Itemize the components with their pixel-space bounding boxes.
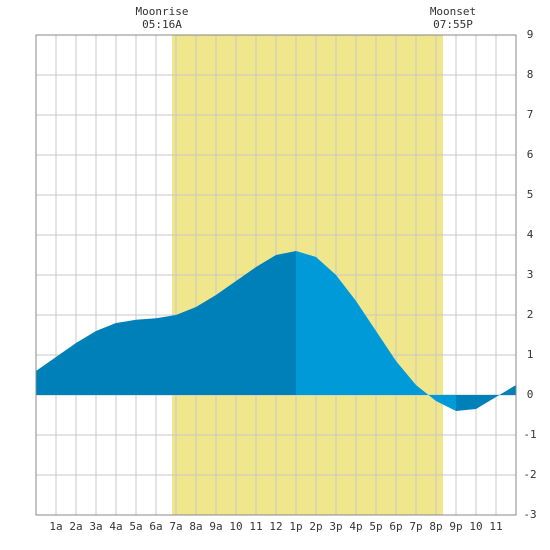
y-tick-label: -3 <box>523 508 536 521</box>
y-tick-label: 0 <box>527 388 534 401</box>
plot-frame <box>35 34 517 516</box>
x-tick-label: 5a <box>129 520 142 533</box>
tide-area <box>456 385 516 411</box>
y-tick-label: 8 <box>527 68 534 81</box>
x-tick-label: 8p <box>429 520 442 533</box>
tide-area <box>296 251 456 411</box>
x-tick-label: 11 <box>489 520 502 533</box>
x-tick-label: 3p <box>329 520 342 533</box>
x-tick-label: 9a <box>209 520 222 533</box>
y-tick-label: 7 <box>527 108 534 121</box>
x-tick-label: 9p <box>449 520 462 533</box>
y-tick-label: 1 <box>527 348 534 361</box>
x-tick-label: 11 <box>249 520 262 533</box>
moonrise-time: 05:16A <box>142 18 182 31</box>
x-tick-label: 3a <box>89 520 102 533</box>
x-tick-label: 1p <box>289 520 302 533</box>
x-tick-label: 4a <box>109 520 122 533</box>
x-tick-label: 10 <box>469 520 482 533</box>
y-tick-label: -1 <box>523 428 536 441</box>
x-tick-label: 1a <box>49 520 62 533</box>
x-tick-label: 6p <box>389 520 402 533</box>
y-tick-label: 6 <box>527 148 534 161</box>
x-tick-label: 10 <box>229 520 242 533</box>
x-tick-label: 7a <box>169 520 182 533</box>
x-tick-label: 4p <box>349 520 362 533</box>
tide-area <box>36 251 296 395</box>
x-tick-label: 7p <box>409 520 422 533</box>
y-tick-label: 5 <box>527 188 534 201</box>
x-tick-label: 12 <box>269 520 282 533</box>
moonset-label: Moonset <box>430 5 476 18</box>
x-tick-label: 5p <box>369 520 382 533</box>
x-tick-label: 2p <box>309 520 322 533</box>
y-tick-label: 9 <box>527 28 534 41</box>
y-tick-label: 4 <box>527 228 534 241</box>
y-tick-label: 2 <box>527 308 534 321</box>
y-tick-label: -2 <box>523 468 536 481</box>
x-tick-label: 2a <box>69 520 82 533</box>
x-tick-label: 8a <box>189 520 202 533</box>
moonrise-label: Moonrise <box>136 5 189 18</box>
x-tick-label: 6a <box>149 520 162 533</box>
moonset-time: 07:55P <box>433 18 473 31</box>
y-tick-label: 3 <box>527 268 534 281</box>
